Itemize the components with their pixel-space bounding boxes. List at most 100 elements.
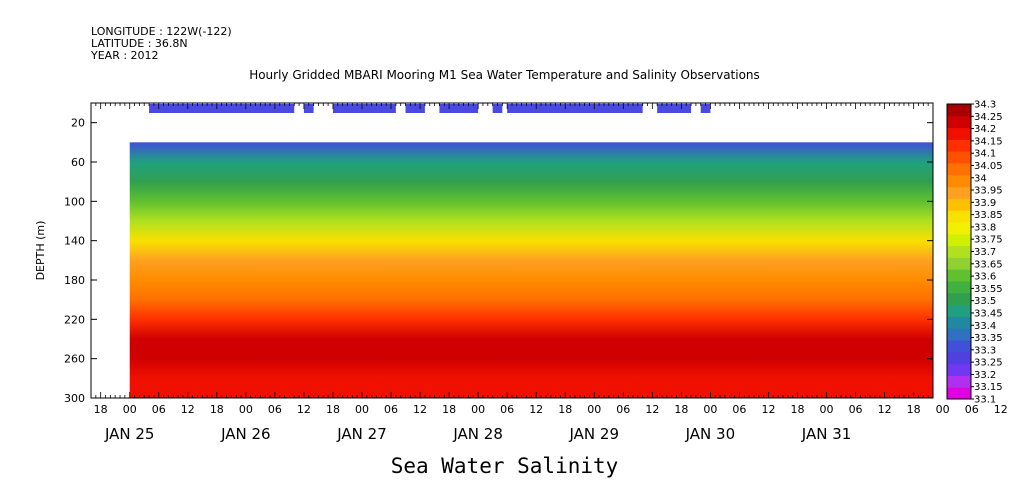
colorbar-swatch [947,292,971,306]
colorbar-label: 34.05 [974,161,1003,172]
y-axis-label: DEPTH (m) [34,221,47,281]
x-day-label: JAN 28 [452,425,503,443]
colorbar-swatch [947,151,971,164]
x-day-label: JAN 29 [569,425,620,443]
colorbar-swatch [947,174,971,188]
colorbar-swatch [947,340,971,353]
y-tick-label: 140 [64,235,85,248]
x-day-label: JAN 30 [685,425,736,443]
x-tick-label: 00 [587,403,601,416]
latitude-label: LATITUDE : 36.8N [91,37,188,50]
y-tick-label: 100 [64,195,85,208]
x-tick-label: 12 [994,403,1008,416]
colorbar-label: 33.1 [974,395,996,406]
colorbar-swatch [947,127,971,140]
colorbar-label: 33.2 [974,370,996,381]
colorbar-swatch [947,387,971,400]
year-label: YEAR : 2012 [91,49,159,62]
colorbar-label: 33.5 [974,296,996,307]
x-day-label: JAN 25 [104,425,155,443]
x-tick-label: 18 [94,403,108,416]
colorbar-label: 33.9 [974,198,996,209]
colorbar-label: 34.15 [974,136,1003,147]
x-axis: 18 00 06 12 18 00 06 12 18 00 06 12 18 00 06 12 18 00 06 12… [90,103,1008,443]
colorbar-swatch [947,245,971,258]
colorbar-label: 33.85 [974,210,1003,221]
x-tick-label: 06 [732,403,746,416]
colorbar-swatch [947,139,971,152]
y-tick-label: 260 [64,353,85,366]
colorbar-swatch [947,186,971,199]
colorbar-swatch [947,269,971,282]
availability-bar [657,104,692,113]
x-tick-label: 06 [965,403,979,416]
colorbar-label: 34.3 [974,100,996,111]
x-tick-label: 18 [558,403,572,416]
x-tick-label: 00 [355,403,369,416]
colorbar-swatch [947,163,971,176]
colorbar-swatch [947,304,971,317]
colorbar-label: 33.35 [974,333,1003,344]
x-tick-label: 06 [384,403,398,416]
x-tick-label: 06 [500,403,514,416]
longitude-label: LONGITUDE : 122W(-122) [91,25,232,38]
x-tick-label: 06 [616,403,630,416]
availability-bars [149,104,711,113]
colorbar-label: 34 [974,173,987,184]
x-tick-label: 06 [849,403,863,416]
x-tick-label: 00 [123,403,137,416]
x-tick-label: 18 [674,403,688,416]
colorbar-label: 34.2 [974,124,996,135]
colorbar-swatch [947,257,971,270]
x-day-label: JAN 27 [336,425,387,443]
colorbar-swatch [947,104,971,117]
x-day-label: JAN 26 [220,425,271,443]
x-tick-label: 06 [268,403,282,416]
salinity-field-area [129,142,933,398]
x-tick-label: 12 [529,403,543,416]
x-tick-label: 12 [878,403,892,416]
colorbar-swatch [947,198,971,211]
x-tick-label: 18 [791,403,805,416]
salinity-field [129,142,933,398]
colorbar-label: 33.4 [974,321,996,332]
colorbar-label: 33.25 [974,358,1003,369]
colorbar-label: 33.6 [974,272,996,283]
x-tick-label: 18 [442,403,456,416]
colorbar-label: 33.45 [974,308,1003,319]
x-tick-label: 12 [761,403,775,416]
colorbar-swatch [947,375,971,388]
availability-bar [492,104,503,113]
availability-bar [439,104,479,113]
availability-bar [332,104,396,113]
y-axis: 20 60 100 140 180 220 260 300 [64,117,933,405]
colorbar-label: 33.15 [974,382,1003,393]
x-tick-label: 18 [326,403,340,416]
colorbar-label: 33.75 [974,235,1003,246]
y-tick-label: 180 [64,274,85,287]
y-tick-label: 60 [71,156,85,169]
chart-title: Hourly Gridded MBARI Mooring M1 Sea Wate… [249,68,760,82]
colorbar-swatch [947,233,971,247]
colorbar-swatch [947,222,971,235]
availability-bar [405,104,425,113]
x-tick-label: 18 [210,403,224,416]
colorbar-swatch [947,316,971,329]
availability-bar [303,104,314,113]
colorbar-label: 33.3 [974,345,996,356]
x-tick-label: 18 [907,403,921,416]
availability-bar [507,104,643,113]
x-tick-label: 12 [645,403,659,416]
colorbar-label: 34.1 [974,149,996,160]
colorbar-label: 33.8 [974,222,996,233]
colorbar-swatch [947,210,971,223]
colorbar-label: 33.95 [974,186,1003,197]
availability-bar [149,104,295,113]
x-tick-label: 00 [936,403,950,416]
x-tick-label: 06 [152,403,166,416]
x-tick-label: 12 [413,403,427,416]
x-tick-label: 00 [239,403,253,416]
colorbar-label: 34.25 [974,112,1003,123]
